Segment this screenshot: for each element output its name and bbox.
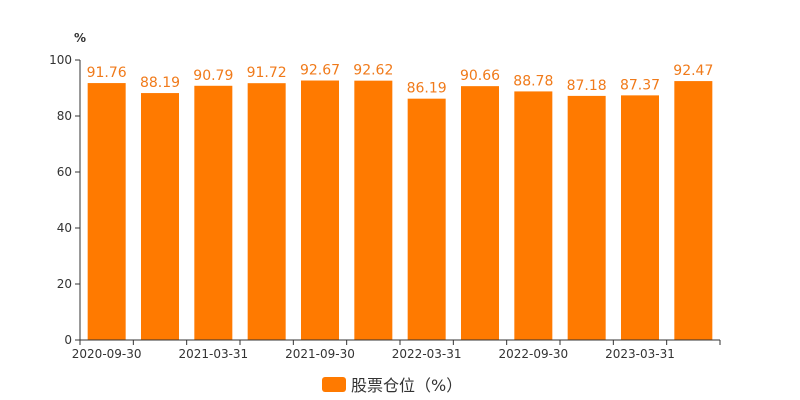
y-tick-label: 80 <box>57 109 72 123</box>
bar[interactable] <box>567 95 606 340</box>
bar[interactable] <box>461 86 499 340</box>
bar-value-label: 90.66 <box>460 68 500 84</box>
bar[interactable] <box>354 80 393 340</box>
y-axis: 0 20 40 60 80 100 <box>49 53 81 347</box>
y-tick-label: 40 <box>57 221 72 235</box>
bar[interactable] <box>514 91 553 340</box>
x-axis: 2020-09-30 2021-03-31 2021-09-30 2022-03-31… <box>72 339 721 361</box>
x-tick-label: 2020-09-30 <box>72 347 142 361</box>
bar-value-label: 92.47 <box>673 63 713 79</box>
y-tick-label: 20 <box>57 277 72 291</box>
bar-value-label: 90.79 <box>193 68 233 84</box>
bar-value-label: 92.67 <box>300 63 340 79</box>
bar[interactable] <box>621 95 659 340</box>
x-tick-label: 2021-03-31 <box>178 347 248 361</box>
bar-value-label: 86.19 <box>407 81 447 97</box>
bars <box>87 80 713 341</box>
bar-value-label: 92.62 <box>353 63 393 79</box>
bar-value-label: 91.72 <box>247 65 287 81</box>
x-tick-label: 2021-09-30 <box>285 347 355 361</box>
bar-value-label: 88.19 <box>140 75 180 91</box>
bar[interactable] <box>301 80 339 341</box>
bar[interactable] <box>194 85 233 341</box>
x-tick-label: 2022-03-31 <box>392 347 462 361</box>
bar-value-label: 87.18 <box>567 78 607 94</box>
bar[interactable] <box>674 81 713 341</box>
x-tick-label: 2022-09-30 <box>498 347 568 361</box>
bar[interactable] <box>407 98 446 340</box>
bar-value-label: 87.37 <box>620 77 660 93</box>
x-tick-label: 2023-03-31 <box>605 347 675 361</box>
y-tick-label: 100 <box>49 53 72 67</box>
bar[interactable] <box>87 83 126 341</box>
y-tick-label: 60 <box>57 165 72 179</box>
y-tick-label: 0 <box>64 333 72 347</box>
bar[interactable] <box>141 93 179 341</box>
bar-value-label: 91.76 <box>87 65 127 81</box>
value-labels: 91.76 88.19 90.79 91.72 92.67 92.62 86.19 90.66… <box>87 63 714 97</box>
legend[interactable]: 股票仓位（%） <box>322 376 462 395</box>
bar-value-label: 88.78 <box>513 73 553 89</box>
y-axis-unit-label: % <box>74 31 86 45</box>
bar[interactable] <box>247 83 286 341</box>
legend-swatch[interactable] <box>322 377 346 392</box>
legend-label[interactable]: 股票仓位（%） <box>351 376 462 395</box>
